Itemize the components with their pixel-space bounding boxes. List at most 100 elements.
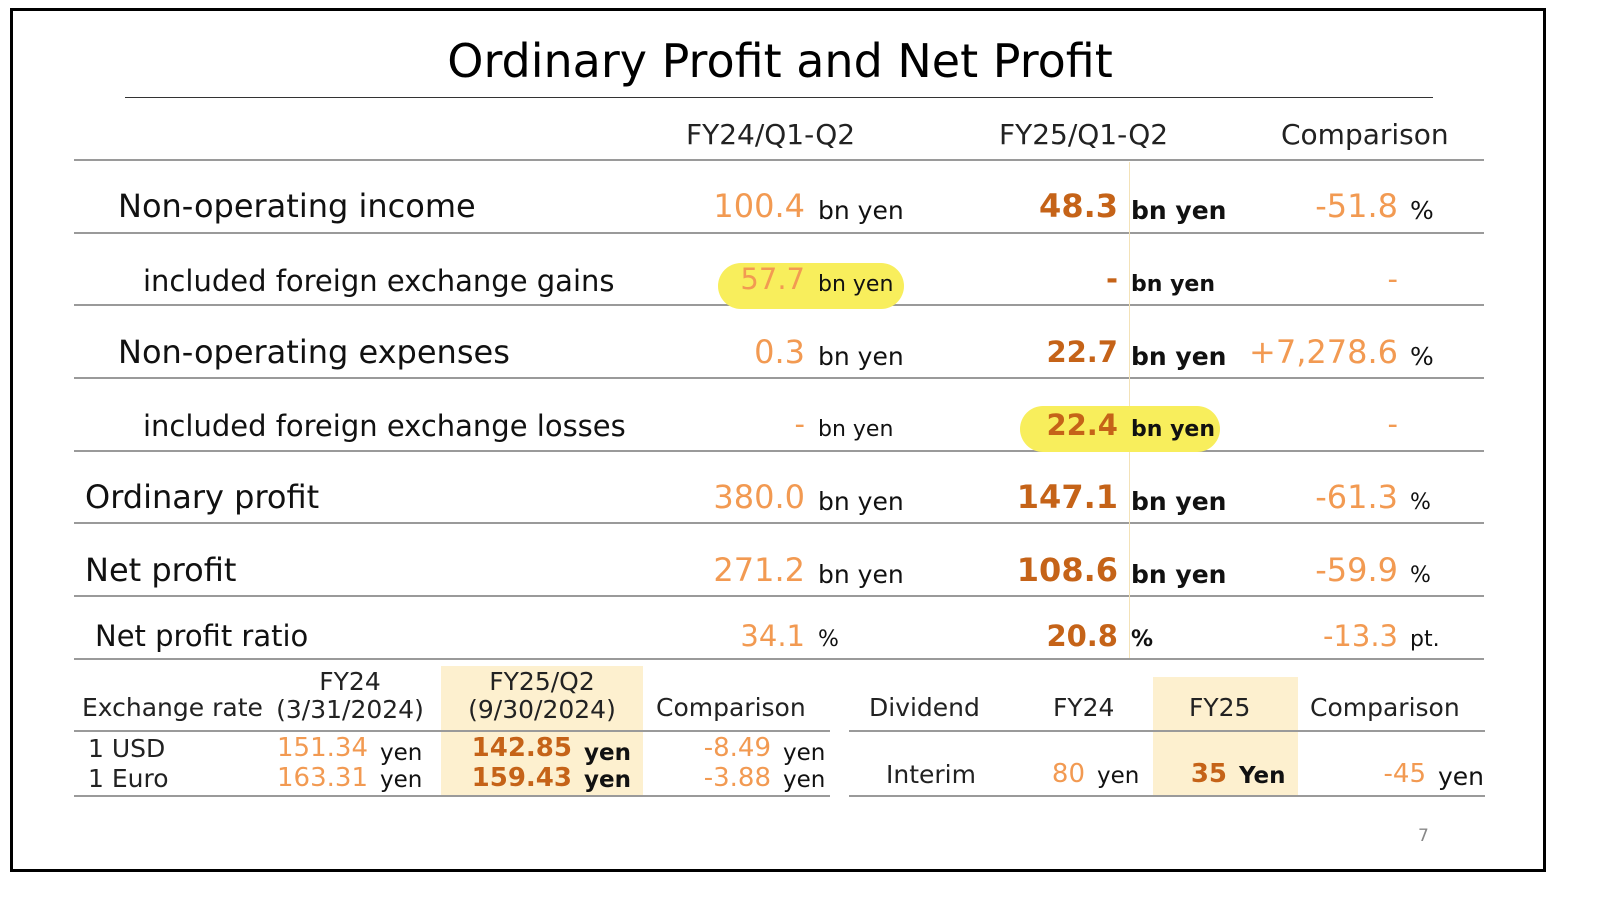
comparison-unit: % (1410, 490, 1431, 515)
exchange-fy25-unit: yen (584, 767, 631, 793)
exchange-fy24-value: 163.31 (277, 763, 368, 793)
row-label: Non-operating expenses (118, 333, 510, 371)
dividend-comparison-header: Comparison (1310, 693, 1460, 722)
dividend-fy24-value: 80 (1051, 759, 1085, 789)
table-rule (74, 450, 1484, 452)
fy25-value: 20.8 (1046, 619, 1118, 653)
comparison-unit: % (1410, 342, 1434, 371)
fy25-shade (1153, 677, 1298, 796)
table-rule (74, 377, 1484, 379)
exchange-cmp-unit: yen (783, 740, 826, 766)
header-comparison: Comparison (1281, 118, 1449, 151)
fy24-value: 271.2 (713, 551, 805, 589)
dividend-fy25-unit: Yen (1239, 763, 1286, 789)
fy25-value: 48.3 (1039, 187, 1118, 225)
comparison-unit: % (1410, 563, 1431, 588)
exchange-fy25-header-line1: FY25/Q2 (489, 667, 595, 696)
dividend-cmp-value: -45 (1383, 759, 1426, 789)
row-label: included foreign exchange gains (143, 264, 615, 298)
fy25-value: 147.1 (1016, 478, 1118, 516)
table-rule (849, 795, 1485, 797)
fy24-unit: bn yen (818, 272, 894, 297)
fy24-unit: bn yen (818, 417, 894, 442)
dividend-label: Dividend (869, 693, 980, 722)
table-rule (74, 159, 1484, 161)
fy24-value: 34.1 (740, 619, 805, 653)
fy24-unit: bn yen (818, 342, 904, 371)
table-rule (74, 730, 830, 732)
exchange-fy24-unit: yen (380, 767, 423, 793)
comparison-value: -61.3 (1315, 478, 1398, 516)
title-divider (125, 97, 1433, 98)
comparison-value: - (1387, 407, 1398, 441)
comparison-value: +7,278.6 (1249, 333, 1398, 371)
exchange-fy25-value: 142.85 (471, 733, 572, 763)
fy24-value: 100.4 (713, 187, 805, 225)
table-rule (74, 795, 830, 797)
slide-frame (10, 8, 1546, 872)
row-label: Ordinary profit (85, 478, 320, 516)
fy25-unit: bn yen (1131, 487, 1227, 516)
fy25-unit: bn yen (1131, 196, 1227, 225)
dividend-fy24-unit: yen (1097, 763, 1140, 789)
comparison-value: - (1387, 262, 1398, 296)
dividend-cmp-unit: yen (1438, 762, 1485, 791)
exchange-fy25-header: FY25/Q2 (9/30/2024) (441, 668, 643, 724)
exchange-fy24-unit: yen (380, 740, 423, 766)
fy25-value: 22.7 (1046, 335, 1118, 369)
comparison-value: -51.8 (1315, 187, 1398, 225)
fy25-unit: bn yen (1131, 417, 1215, 442)
table-rule (74, 658, 1484, 660)
comparison-value: -59.9 (1315, 551, 1398, 589)
exchange-rate-label: Exchange rate (82, 693, 263, 722)
comparison-unit: % (1410, 196, 1434, 225)
row-label: Net profit (85, 551, 237, 589)
fy25-value: 22.4 (1046, 408, 1118, 442)
row-label: included foreign exchange losses (143, 409, 626, 443)
exchange-row-label: 1 Euro (88, 764, 169, 793)
row-label: Net profit ratio (95, 619, 309, 653)
slide-title: Ordinary Profit and Net Profit (447, 34, 1113, 88)
exchange-fy24-header: FY24 (3/31/2024) (270, 668, 430, 724)
highlight-fx-losses (1020, 406, 1220, 452)
dividend-fy24-header: FY24 (1053, 693, 1115, 722)
fy24-value: 57.7 (740, 262, 805, 296)
fy25-value: - (1105, 262, 1118, 296)
highlight-fx-gains (718, 263, 904, 309)
comparison-unit: pt. (1410, 627, 1440, 652)
exchange-fy25-header-line2: (9/30/2024) (468, 695, 616, 724)
page-number: 7 (1418, 826, 1429, 846)
exchange-cmp-value: -8.49 (703, 733, 771, 763)
header-fy25: FY25/Q1-Q2 (999, 118, 1169, 151)
table-rule (849, 730, 1485, 732)
comparison-value: -13.3 (1322, 619, 1398, 653)
table-rule (74, 232, 1484, 234)
exchange-cmp-value: -3.88 (703, 763, 771, 793)
table-rule (74, 522, 1484, 524)
exchange-fy24-header-line2: (3/31/2024) (276, 695, 424, 724)
exchange-row-label: 1 USD (88, 734, 166, 763)
exchange-fy24-value: 151.34 (277, 733, 368, 763)
fy25-unit: bn yen (1131, 560, 1227, 589)
fy24-unit: bn yen (818, 560, 904, 589)
fy24-value: 0.3 (754, 333, 805, 371)
fy25-value: 108.6 (1016, 551, 1118, 589)
dividend-row-label: Interim (886, 760, 976, 789)
fy25-unit: bn yen (1131, 272, 1215, 297)
fy24-unit: % (818, 627, 839, 652)
exchange-cmp-unit: yen (783, 767, 826, 793)
fy24-unit: bn yen (818, 196, 904, 225)
header-fy24: FY24/Q1-Q2 (686, 118, 856, 151)
exchange-fy25-unit: yen (584, 740, 631, 766)
fy24-value: 380.0 (713, 478, 805, 516)
exchange-comparison-header: Comparison (656, 693, 806, 722)
fy25-unit: bn yen (1131, 342, 1227, 371)
row-label: Non-operating income (118, 187, 476, 225)
exchange-fy24-header-line1: FY24 (319, 667, 381, 696)
dividend-fy25-value: 35 (1190, 759, 1227, 789)
table-rule (74, 595, 1484, 597)
fy24-unit: bn yen (818, 487, 904, 516)
fy24-value: - (794, 407, 805, 441)
dividend-fy25-header: FY25 (1189, 693, 1251, 722)
fy25-unit: % (1131, 627, 1154, 652)
